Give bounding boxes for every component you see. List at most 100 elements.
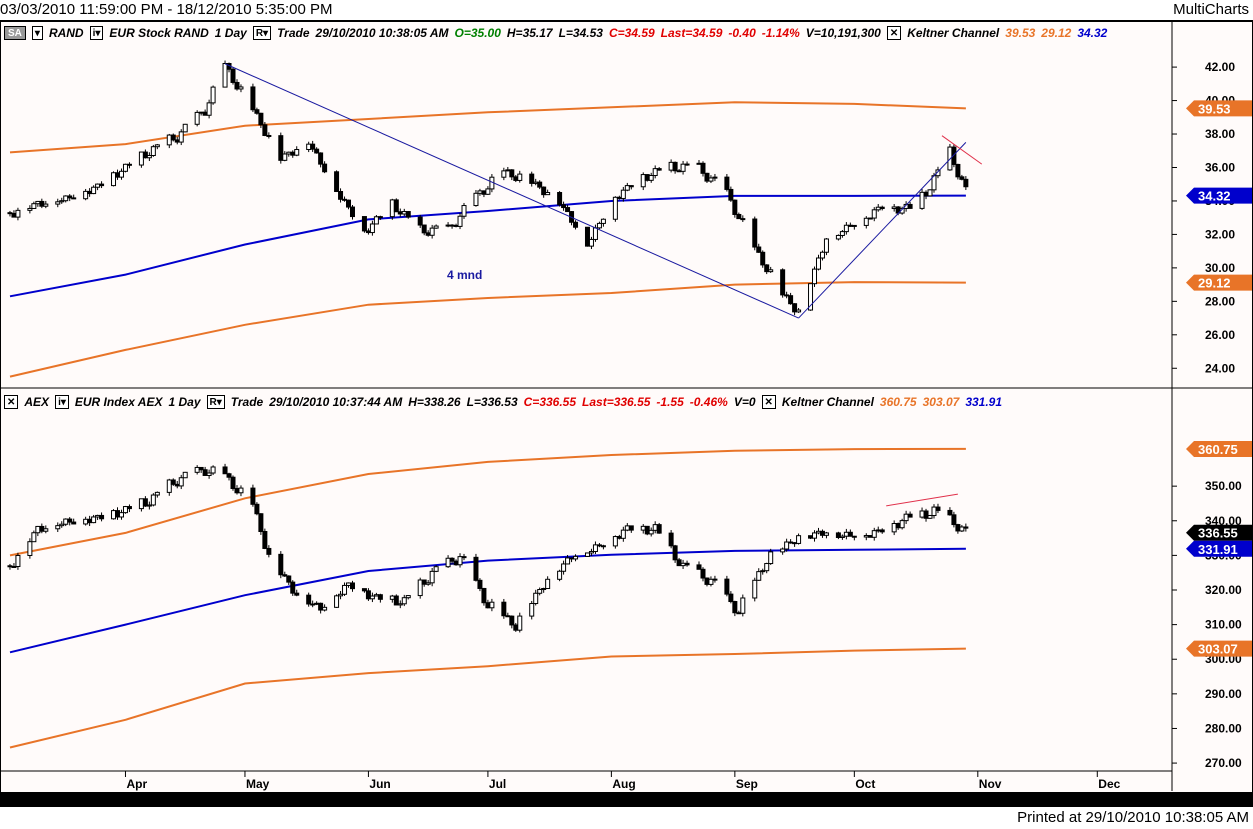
- price-label: 30.00: [1205, 261, 1235, 275]
- candle-body: [931, 506, 937, 517]
- candle-body: [764, 264, 770, 273]
- price-tag-label: 34.32: [1198, 189, 1231, 204]
- candle-body: [919, 510, 925, 518]
- candle-body: [63, 195, 69, 202]
- pane2-desc: EUR Index AEX: [74, 395, 163, 409]
- pane1-ind-lower: 29.12: [1041, 26, 1072, 40]
- candle-body: [927, 189, 933, 197]
- candle-body: [198, 111, 204, 114]
- close-indicator-icon[interactable]: ✕: [761, 395, 776, 409]
- candle-body: [365, 590, 371, 600]
- candle-body: [83, 518, 89, 525]
- pane2-low: L=336.53: [466, 395, 518, 409]
- pane2-percent: -0.46%: [689, 395, 728, 409]
- candle-body: [115, 172, 121, 178]
- candle-body: [624, 525, 630, 531]
- candle-body: [780, 548, 786, 553]
- candle-body: [624, 185, 630, 191]
- candle-body: [509, 615, 515, 626]
- month-label: Jun: [369, 777, 390, 791]
- price-tag: [1186, 187, 1252, 204]
- resolution-button[interactable]: R▾: [252, 26, 272, 40]
- candle-body: [401, 597, 407, 605]
- candle-body: [935, 169, 941, 177]
- candle-body: [174, 139, 180, 143]
- candle-body: [230, 476, 236, 490]
- candle-body: [433, 566, 439, 572]
- candle-body: [234, 488, 240, 494]
- candle-body: [278, 553, 284, 576]
- candle-body: [835, 532, 841, 538]
- candle-body: [728, 593, 734, 603]
- candle-body: [174, 483, 180, 487]
- month-label: Aug: [612, 777, 635, 791]
- candle-body: [429, 227, 435, 236]
- candle-body: [704, 172, 710, 182]
- candle-body: [843, 531, 849, 537]
- pane1-last: Last=34.59: [660, 26, 723, 40]
- price-tag-label: 360.75: [1198, 442, 1238, 457]
- month-label: Jul: [489, 777, 506, 791]
- pane2-ind-mid: 331.91: [965, 395, 1003, 409]
- candle-body: [473, 192, 479, 207]
- candle-body: [238, 86, 244, 90]
- candle-body: [361, 216, 367, 232]
- candle-body: [11, 212, 17, 218]
- pane2-high: H=338.26: [408, 395, 461, 409]
- candle-body: [250, 86, 256, 111]
- candle-body: [676, 559, 682, 567]
- candle-body: [262, 124, 268, 136]
- candle-body: [652, 524, 658, 531]
- candle-body: [700, 568, 706, 579]
- candle-body: [509, 169, 515, 178]
- candle-body: [142, 498, 148, 507]
- trendline[interactable]: [886, 493, 958, 507]
- candle-body: [780, 269, 786, 296]
- price-label: 42.00: [1205, 60, 1235, 74]
- price-tag-label: 303.07: [1198, 642, 1238, 657]
- candle-body: [951, 146, 957, 165]
- candle-body: [867, 535, 873, 538]
- trendline[interactable]: [798, 142, 967, 319]
- symbol-badge[interactable]: SA: [4, 26, 26, 40]
- candle-body: [457, 215, 463, 227]
- candle-body: [788, 541, 794, 544]
- candle-body: [505, 615, 511, 618]
- candle-body: [150, 494, 156, 506]
- instrument-info-button[interactable]: i▾: [55, 395, 69, 409]
- candle-body: [792, 303, 798, 313]
- candle-body: [708, 578, 714, 585]
- candle-body: [656, 168, 662, 171]
- candle-body: [819, 251, 825, 259]
- candle-body: [764, 563, 770, 572]
- candle-body: [680, 163, 686, 172]
- close-indicator-icon[interactable]: ✕: [886, 26, 902, 40]
- candle-body: [847, 224, 853, 227]
- candle-body: [851, 224, 857, 227]
- candle-body: [513, 624, 519, 631]
- candle-body: [433, 225, 439, 229]
- pane1-time: 29/10/2010 10:38:05 AM: [315, 26, 449, 40]
- candle-body: [322, 163, 328, 173]
- candle-body: [473, 556, 479, 581]
- candle-body: [875, 529, 881, 532]
- candle-body: [254, 503, 260, 515]
- candle-body: [393, 595, 399, 606]
- candle-body: [111, 172, 117, 187]
- candle-body: [346, 199, 352, 208]
- symbol-dropdown[interactable]: ▾: [31, 26, 43, 40]
- resolution-button[interactable]: R▾: [206, 395, 225, 409]
- candle-body: [286, 151, 292, 155]
- candle-body: [505, 169, 511, 172]
- close-pane-icon[interactable]: ✕: [4, 395, 19, 409]
- candle-body: [600, 218, 606, 224]
- candle-body: [565, 557, 571, 565]
- candle-body: [222, 466, 228, 475]
- trendline[interactable]: [224, 63, 799, 319]
- candle-body: [318, 152, 324, 165]
- instrument-info-button[interactable]: i▾: [89, 26, 104, 40]
- keltner-upper-line: [9, 101, 966, 154]
- trendline[interactable]: [941, 135, 983, 165]
- candle-body: [282, 153, 288, 161]
